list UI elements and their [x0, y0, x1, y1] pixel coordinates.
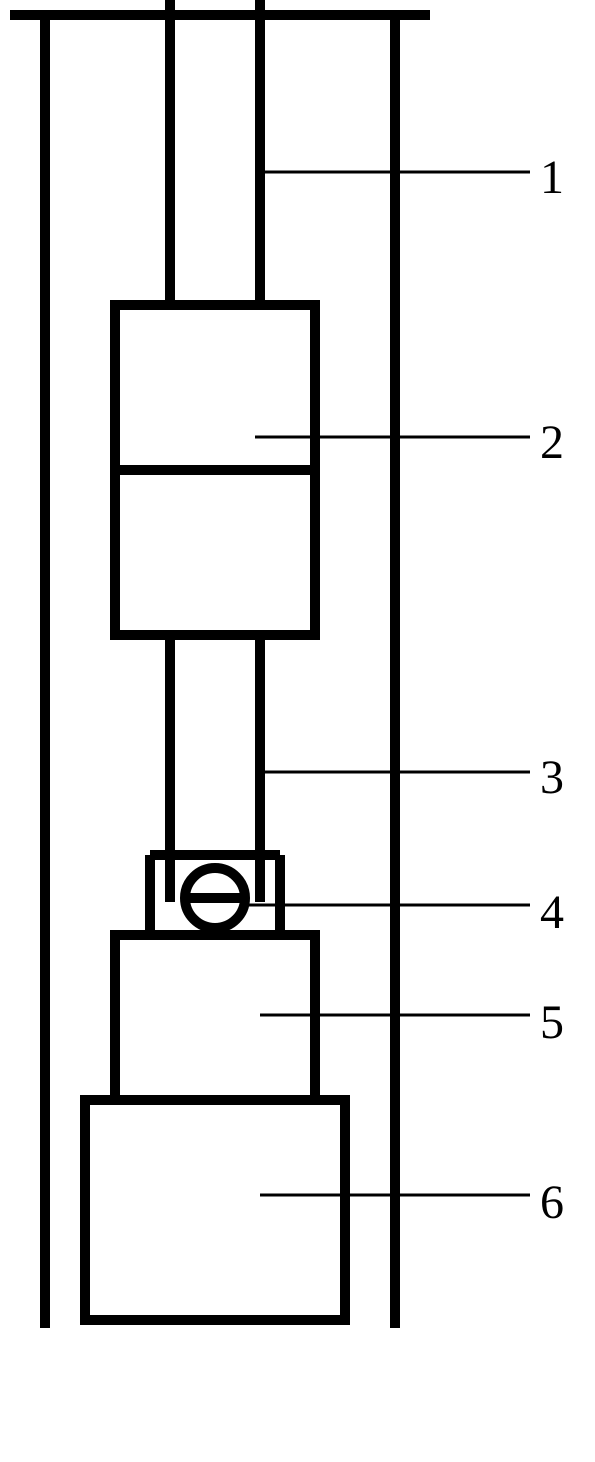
callout-label-5: 5	[540, 995, 564, 1050]
callout-label-4: 4	[540, 885, 564, 940]
callout-label-1: 1	[540, 150, 564, 205]
wellbore-diagram	[0, 0, 595, 1462]
callout-label-2: 2	[540, 415, 564, 470]
callout-label-6: 6	[540, 1175, 564, 1230]
callout-label-3: 3	[540, 750, 564, 805]
